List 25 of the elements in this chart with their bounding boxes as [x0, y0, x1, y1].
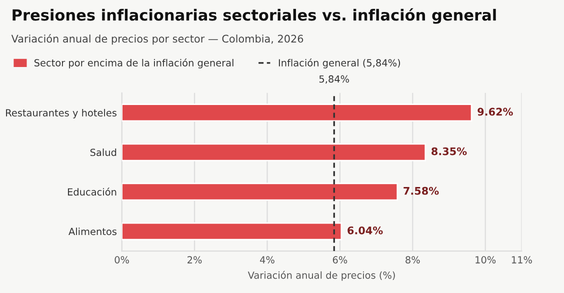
y-tick-label: Salud [90, 148, 116, 156]
x-tick-label: 6% [332, 256, 348, 264]
x-tick-label: 8% [406, 256, 420, 264]
y-tick-label: Educación [68, 188, 116, 196]
x-tick-label: 0% [114, 256, 129, 264]
data-label: 8.35% [432, 147, 467, 156]
bar [122, 143, 426, 162]
x-tick-label: 10% [476, 256, 496, 264]
x-axis-title: Variación anual de precios (%) [248, 270, 395, 281]
data-label: 6.04% [348, 226, 383, 234]
y-tick-label: Restaurantes y hoteles [6, 108, 116, 118]
x-tick-label: 11% [512, 256, 532, 264]
data-label: 7.58% [404, 186, 439, 195]
x-tick-label: 4% [260, 256, 274, 264]
x-tick-label: 2% [188, 256, 202, 264]
y-tick-label: Alimentos [68, 228, 116, 236]
bar [122, 104, 472, 122]
text: 5,84% [319, 75, 350, 84]
bar [122, 222, 342, 240]
bar [122, 182, 398, 201]
ref-line-label: Inflación general (5,84%) [278, 58, 400, 68]
chart-subtitle: Variación anual de precios por sector — Colombia, 2026 [11, 34, 304, 45]
legend-label: Sector por encima de la inflación general [34, 58, 234, 68]
data-label: 9.62% [478, 108, 513, 116]
chart-title: Presiones inflacionarias sectoriales vs. inflación general [12, 8, 496, 24]
